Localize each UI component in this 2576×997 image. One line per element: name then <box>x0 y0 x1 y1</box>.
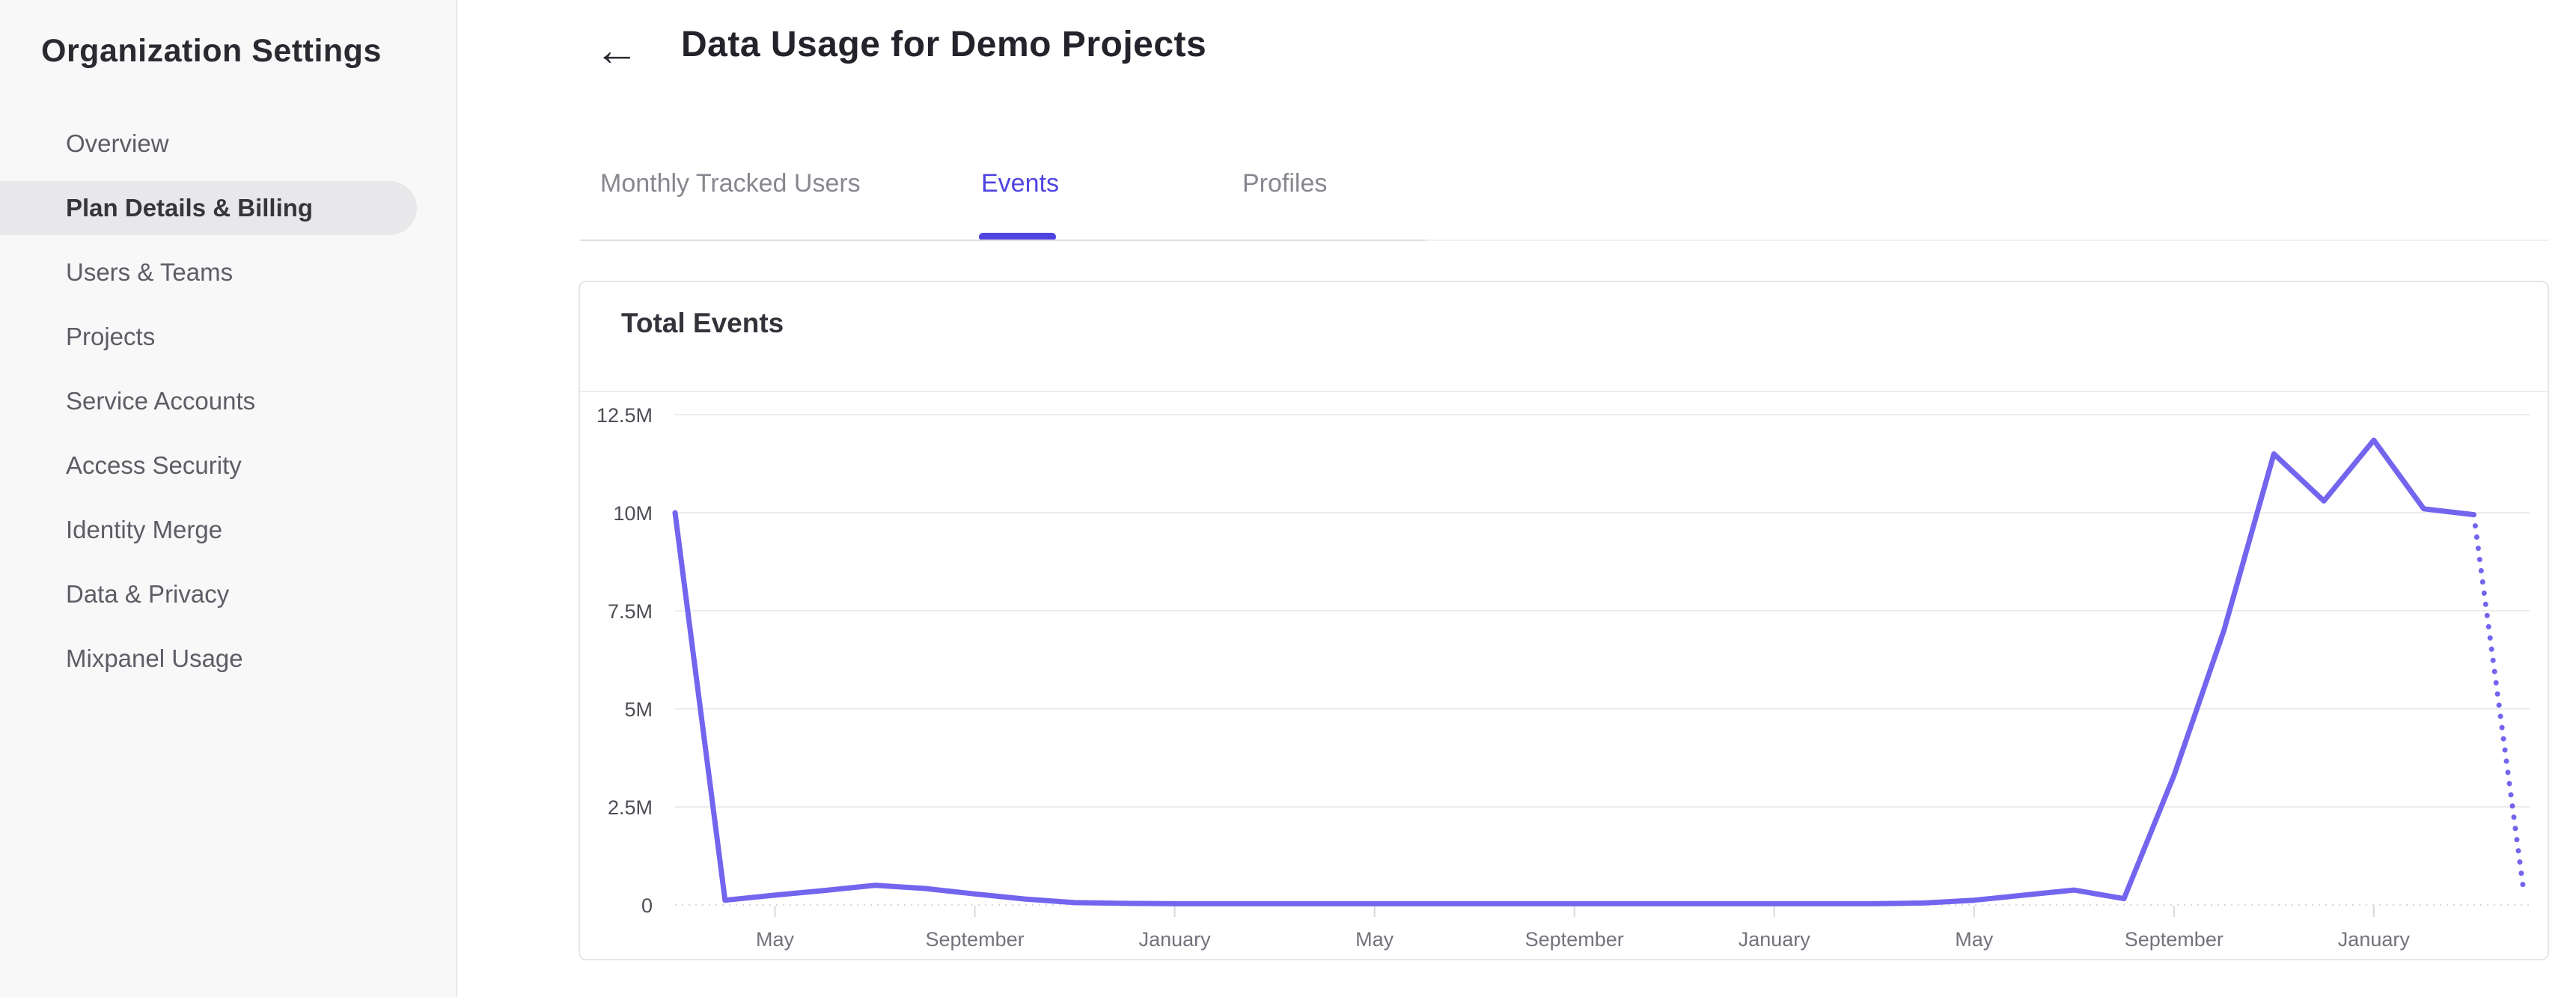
card-divider <box>580 391 2548 392</box>
x-axis-tick-label: September <box>1525 928 1624 951</box>
y-axis-tick-label: 5M <box>624 698 653 721</box>
sidebar-item-users-teams[interactable]: Users & Teams <box>66 258 234 286</box>
sidebar-item-service-accounts[interactable]: Service Accounts <box>66 387 256 415</box>
page-title: Data Usage for Demo Projects <box>681 25 1207 64</box>
x-axis-tick-label: May <box>1955 928 1994 951</box>
active-tab-indicator <box>979 233 1056 241</box>
sidebar-item-projects[interactable]: Projects <box>66 323 156 350</box>
chart-title: Total Events <box>621 308 784 338</box>
sidebar-title: Organization Settings <box>41 33 382 69</box>
x-axis-tick-label: January <box>1739 928 1811 951</box>
total-events-line <box>672 437 2476 906</box>
back-arrow-icon[interactable]: ← <box>594 25 639 75</box>
x-axis-tick-label: September <box>2125 928 2224 951</box>
sidebar: Organization Settings Overview Plan Detai… <box>0 0 457 997</box>
x-axis-tick-label: January <box>1139 928 1212 951</box>
x-axis-tick-label: May <box>1355 928 1394 951</box>
tab-events[interactable]: Events <box>981 169 1059 198</box>
x-axis-tick-label: September <box>926 928 1025 951</box>
y-axis-tick-label: 0 <box>641 894 653 917</box>
y-axis-tick-label: 12.5M <box>596 404 653 427</box>
main-content: ← Data Usage for Demo Projects Monthly T… <box>457 0 2576 997</box>
y-axis-tick-label: 2.5M <box>608 796 653 819</box>
tab-monthly-tracked-users[interactable]: Monthly Tracked Users <box>600 169 861 198</box>
events-line-chart[interactable]: 0 2.5M 5M 7.5M 10M 12.5M May September January Ma… <box>580 392 2548 960</box>
tab-divider <box>580 240 1426 241</box>
sidebar-item-mixpanel-usage[interactable]: Mixpanel Usage <box>66 644 243 672</box>
sidebar-item-overview[interactable]: Overview <box>66 129 169 157</box>
x-axis-tick-label: January <box>2338 928 2411 951</box>
tab-profiles[interactable]: Profiles <box>1242 169 1328 198</box>
x-axis-tick-label: May <box>756 928 795 951</box>
sidebar-nav: Overview Plan Details & Billing Users & Te… <box>0 117 457 696</box>
sidebar-item-identity-merge[interactable]: Identity Merge <box>66 516 223 543</box>
sidebar-item-data-privacy[interactable]: Data & Privacy <box>66 580 230 608</box>
total-events-projected-dotted-line <box>2470 512 2527 894</box>
sidebar-item-plan-details-billing[interactable]: Plan Details & Billing <box>0 181 417 235</box>
total-events-card: Total Events 0 2.5M 5M 7.5M 10M 12.5M May Septe… <box>579 281 2549 960</box>
tab-divider-faint <box>1426 240 2549 241</box>
sidebar-item-access-security[interactable]: Access Security <box>66 451 242 479</box>
y-axis-tick-label: 7.5M <box>608 600 653 623</box>
y-axis-tick-label: 10M <box>613 502 653 525</box>
